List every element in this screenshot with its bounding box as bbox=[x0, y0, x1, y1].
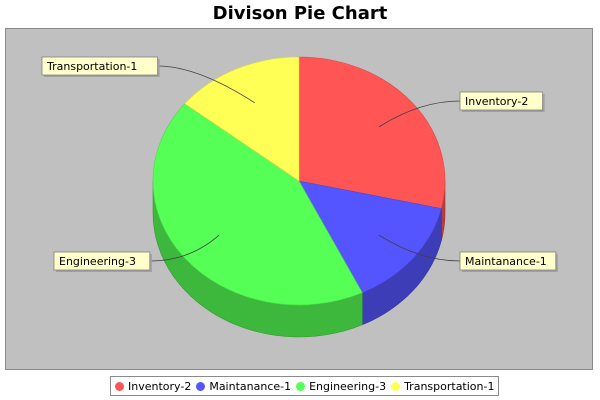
leader-line-transportation-1 bbox=[157, 65, 255, 104]
pie-slice-maintanance-1[interactable] bbox=[298, 180, 442, 294]
legend-swatch-inventory-2 bbox=[115, 381, 124, 391]
legend-label-engineering-3: Engineering-3 bbox=[309, 379, 387, 393]
slice-label-transportation-1: Transportation-1 bbox=[46, 60, 137, 73]
label-box-maintanance-1 bbox=[459, 251, 557, 271]
slice-label-inventory-2: Inventory-2 bbox=[465, 95, 528, 108]
leader-line-engineering-3 bbox=[149, 234, 220, 262]
pie-slice-engineering-3[interactable] bbox=[152, 103, 363, 306]
pie-labels: Inventory-2 Maintanance-1 Engineering-3 Tra… bbox=[41, 56, 558, 272]
legend-label-maintanance-1: Maintanance-1 bbox=[209, 379, 292, 393]
legend-item-transportation-1[interactable]: Transportation-1 bbox=[391, 380, 494, 393]
legend-label-transportation-1: Transportation-1 bbox=[404, 379, 495, 393]
legend-item-inventory-2[interactable]: Inventory-2 bbox=[115, 380, 191, 393]
pie-slice-inventory-2[interactable] bbox=[298, 56, 446, 209]
chart-title: Divison Pie Chart bbox=[212, 3, 388, 24]
label-box-inventory-2 bbox=[459, 91, 543, 111]
leader-line-maintanance-1 bbox=[378, 234, 461, 262]
legend-item-maintanance-1[interactable]: Maintanance-1 bbox=[196, 380, 291, 393]
slice-label-engineering-3: Engineering-3 bbox=[59, 255, 136, 268]
plot-area: Inventory-2 Maintanance-1 Engineering-3 Tra… bbox=[5, 28, 593, 370]
legend-label-inventory-2: Inventory-2 bbox=[128, 379, 192, 393]
pie-top bbox=[152, 56, 446, 306]
leader-line-inventory-2 bbox=[378, 100, 461, 128]
legend-swatch-transportation-1 bbox=[391, 381, 401, 391]
legend-swatch-engineering-3 bbox=[296, 381, 306, 391]
label-box-engineering-3 bbox=[53, 251, 151, 271]
label-box-transportation-1 bbox=[41, 56, 158, 76]
legend-item-engineering-3[interactable]: Engineering-3 bbox=[296, 380, 386, 393]
legend-swatch-maintanance-1 bbox=[196, 381, 206, 391]
legend: Inventory-2 Maintanance-1 Engineering-3 Tra… bbox=[110, 376, 500, 396]
pie-slice-transportation-1[interactable] bbox=[184, 56, 300, 182]
slice-label-maintanance-1: Maintanance-1 bbox=[465, 255, 547, 268]
